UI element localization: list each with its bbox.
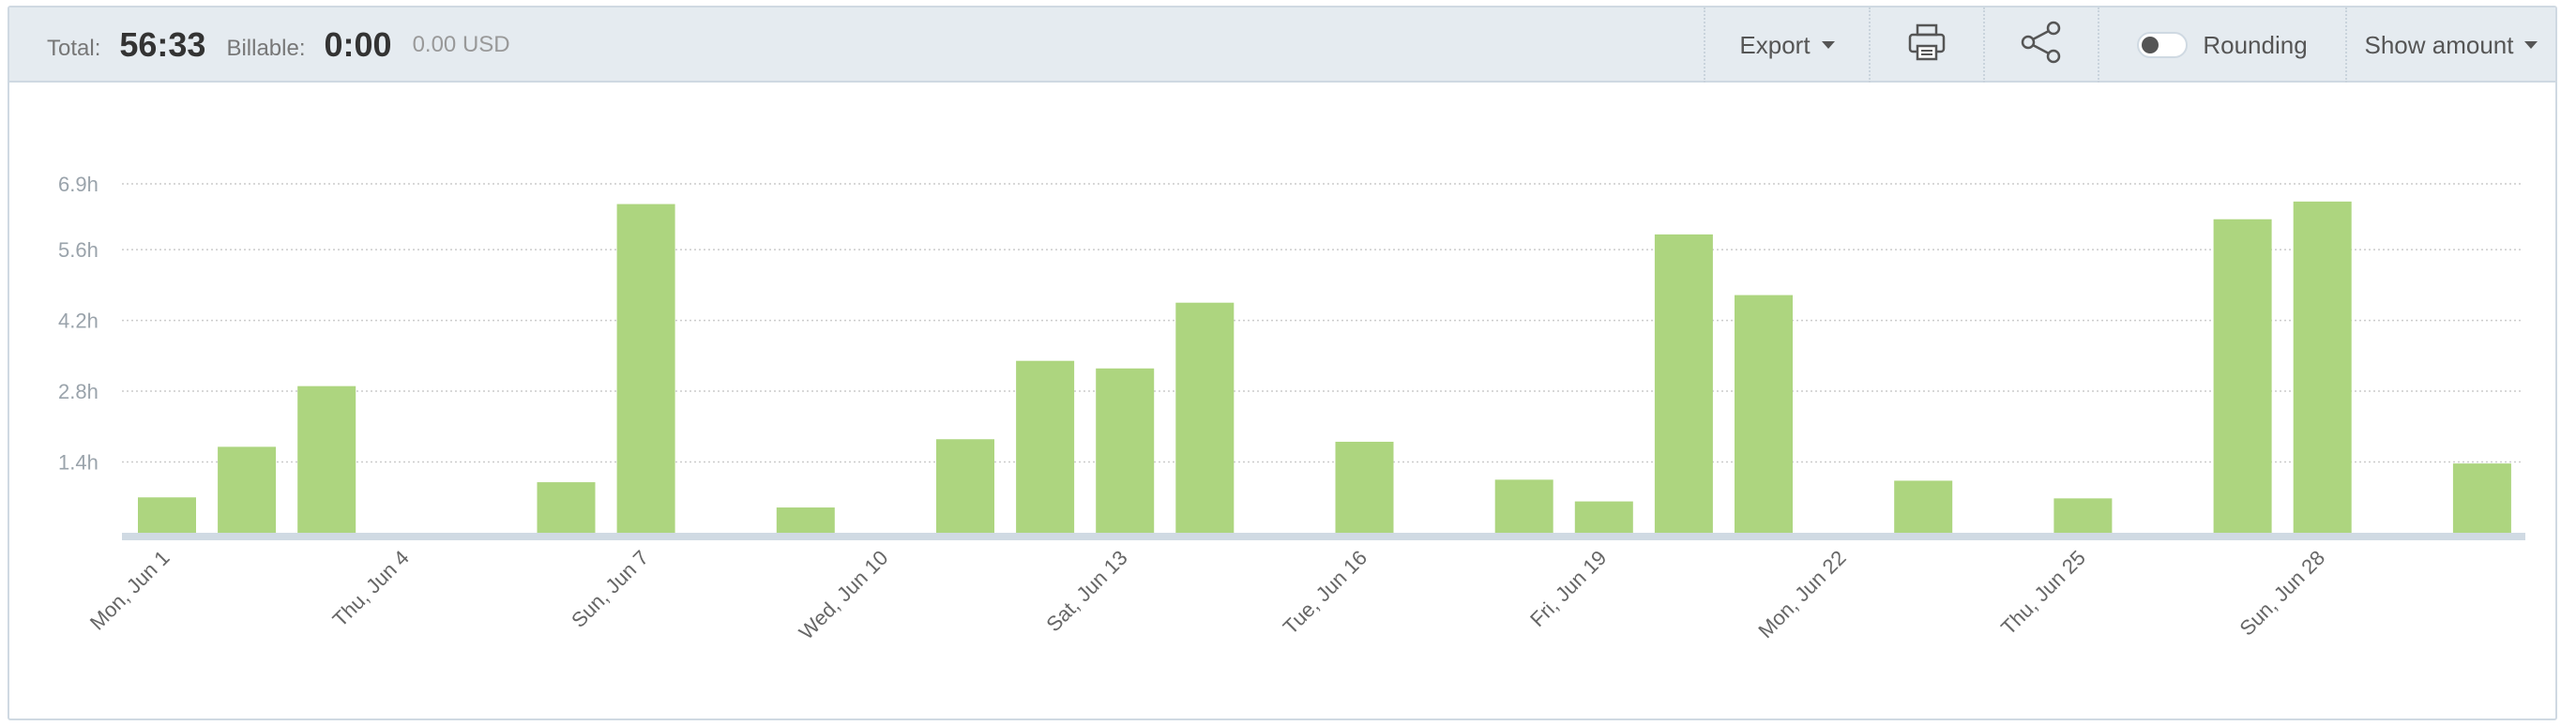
bar-base xyxy=(2293,533,2352,539)
bar xyxy=(1654,234,1713,534)
bar-base xyxy=(1415,533,1474,539)
y-tick-label: 6.9h xyxy=(58,173,98,196)
bar xyxy=(616,204,675,533)
bar xyxy=(936,439,994,533)
bar-base xyxy=(1814,533,1873,539)
bar-base xyxy=(2053,533,2113,539)
x-tick-label: Mon, Jun 22 xyxy=(1753,546,1850,643)
bar xyxy=(537,482,596,533)
bar xyxy=(2452,463,2511,533)
time-bar-chart: 1.4h 2.8h 4.2h 5.6h 6.9h Mon, Jun 1 Thu, Jun 4… xyxy=(58,173,2525,644)
x-tick-label: Sun, Jun 7 xyxy=(567,546,653,632)
bar-base xyxy=(1335,533,1394,539)
bar-base xyxy=(1175,533,1235,539)
bar-base xyxy=(1894,533,1953,539)
x-tick-label: Tue, Jun 16 xyxy=(1279,546,1371,639)
bar-base xyxy=(1654,533,1713,539)
bar xyxy=(218,446,277,533)
bar-base xyxy=(377,533,436,539)
x-tick-label: Mon, Jun 1 xyxy=(85,546,174,635)
bar xyxy=(1335,441,1394,533)
bar-base xyxy=(537,533,596,539)
bar-base xyxy=(2213,533,2272,539)
bar xyxy=(1735,295,1793,533)
x-axis-baseline xyxy=(122,533,2525,540)
bar-base xyxy=(936,533,994,539)
report-toolbar: Total: 56:33 Billable: 0:00 0.00 USD Exp… xyxy=(9,8,2555,83)
bar xyxy=(1175,302,1235,533)
export-dropdown[interactable]: Export xyxy=(1704,8,1869,83)
bar xyxy=(1894,480,1953,533)
bar-base xyxy=(856,533,915,539)
bar-base xyxy=(1096,533,1155,539)
bar xyxy=(2213,219,2272,533)
bar-base xyxy=(138,533,196,539)
bar-base xyxy=(1016,533,1075,539)
print-button[interactable] xyxy=(1869,8,1983,83)
x-tick-label: Fri, Jun 19 xyxy=(1525,546,1611,631)
x-tick-label: Thu, Jun 25 xyxy=(1996,546,2090,640)
report-panel: Total: 56:33 Billable: 0:00 0.00 USD Exp… xyxy=(8,6,2557,720)
y-tick-label: 4.2h xyxy=(58,310,98,333)
bar-base xyxy=(1574,533,1633,539)
toggle-knob xyxy=(2142,37,2159,53)
share-icon xyxy=(2020,21,2063,70)
bar-base xyxy=(297,533,356,539)
x-tick-label: Sun, Jun 28 xyxy=(2235,546,2330,641)
bar-base xyxy=(616,533,675,539)
show-amount-label: Show amount xyxy=(2364,30,2514,59)
rounding-toggle[interactable] xyxy=(2137,32,2189,58)
x-tick-label: Thu, Jun 4 xyxy=(328,546,414,631)
bar-base xyxy=(1494,533,1553,539)
y-tick-label: 1.4h xyxy=(58,451,98,475)
bar xyxy=(776,507,835,533)
show-amount-dropdown[interactable]: Show amount xyxy=(2345,8,2555,83)
bar-base xyxy=(2452,533,2511,539)
bar-base xyxy=(776,533,835,539)
bar-base xyxy=(696,533,755,539)
bar xyxy=(1574,501,1633,533)
printer-icon xyxy=(1906,22,1947,69)
total-value: 56:33 xyxy=(119,25,206,64)
billable-value: 0:00 xyxy=(324,25,392,64)
bar-base xyxy=(2133,533,2192,539)
bar-base xyxy=(2372,533,2432,539)
bar xyxy=(138,497,196,533)
bar xyxy=(2293,201,2352,533)
y-tick-label: 5.6h xyxy=(58,238,98,262)
billable-amount: 0.00 USD xyxy=(412,32,510,57)
chevron-down-icon xyxy=(1821,41,1835,49)
bar xyxy=(297,386,356,533)
bar xyxy=(1096,368,1155,533)
bar xyxy=(1016,360,1075,533)
share-button[interactable] xyxy=(1983,8,2098,83)
export-label: Export xyxy=(1739,30,1811,59)
bar xyxy=(2053,498,2113,533)
rounding-control: Rounding xyxy=(2098,8,2345,83)
bar-base xyxy=(457,533,516,539)
total-label: Total: xyxy=(47,36,101,61)
x-tick-label: Wed, Jun 10 xyxy=(795,546,893,644)
bar-base xyxy=(1255,533,1314,539)
rounding-label: Rounding xyxy=(2203,30,2308,59)
y-tick-label: 2.8h xyxy=(58,380,98,403)
bar-base xyxy=(218,533,277,539)
bar xyxy=(1494,479,1553,533)
x-tick-label: Sat, Jun 13 xyxy=(1041,546,1131,636)
totals-summary: Total: 56:33 Billable: 0:00 0.00 USD xyxy=(47,8,510,83)
bar-base xyxy=(1735,533,1793,539)
bar-base xyxy=(1974,533,2033,539)
chevron-down-icon xyxy=(2524,41,2538,49)
billable-label: Billable: xyxy=(226,36,306,61)
